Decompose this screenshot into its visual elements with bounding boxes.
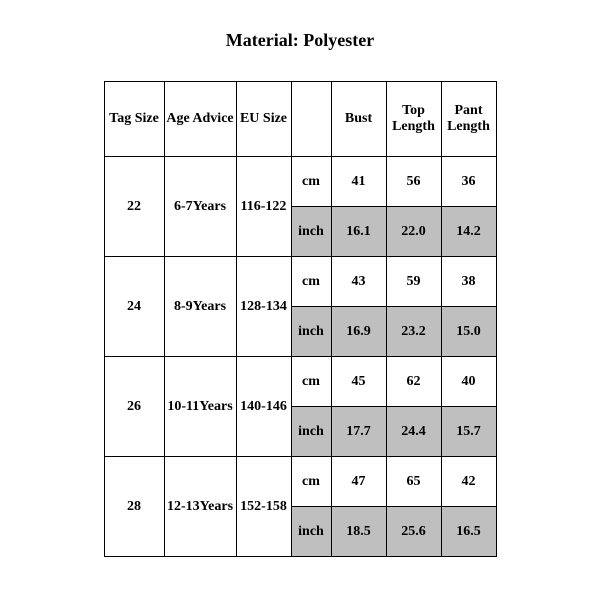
cell-unit-cm: cm bbox=[291, 157, 331, 207]
cell-bust-cm: 47 bbox=[331, 457, 386, 507]
cell-bust-inch: 17.7 bbox=[331, 407, 386, 457]
header-row: Tag Size Age Advice EU Size Bust Top Len… bbox=[104, 82, 496, 157]
cell-unit-inch: inch bbox=[291, 407, 331, 457]
cell-age-advice: 12-13Years bbox=[164, 457, 236, 557]
cell-pant-cm: 40 bbox=[441, 357, 496, 407]
cell-tag-size: 24 bbox=[104, 257, 164, 357]
cell-top-inch: 25.6 bbox=[386, 507, 441, 557]
col-tag-size: Tag Size bbox=[104, 82, 164, 157]
col-unit bbox=[291, 82, 331, 157]
cell-bust-inch: 18.5 bbox=[331, 507, 386, 557]
cell-top-inch: 22.0 bbox=[386, 207, 441, 257]
cell-eu-size: 116-122 bbox=[236, 157, 291, 257]
page: Material: Polyester Tag Size Age Advice … bbox=[0, 0, 600, 600]
cell-bust-cm: 43 bbox=[331, 257, 386, 307]
cell-eu-size: 140-146 bbox=[236, 357, 291, 457]
cell-eu-size: 128-134 bbox=[236, 257, 291, 357]
cell-top-inch: 24.4 bbox=[386, 407, 441, 457]
cell-bust-inch: 16.9 bbox=[331, 307, 386, 357]
cell-eu-size: 152-158 bbox=[236, 457, 291, 557]
cell-age-advice: 10-11Years bbox=[164, 357, 236, 457]
table-row: 248-9Years128-134cm435938 bbox=[104, 257, 496, 307]
cell-top-cm: 65 bbox=[386, 457, 441, 507]
cell-unit-cm: cm bbox=[291, 257, 331, 307]
table-head: Tag Size Age Advice EU Size Bust Top Len… bbox=[104, 82, 496, 157]
size-table: Tag Size Age Advice EU Size Bust Top Len… bbox=[104, 81, 497, 557]
cell-tag-size: 26 bbox=[104, 357, 164, 457]
cell-pant-inch: 15.7 bbox=[441, 407, 496, 457]
col-pant-length: Pant Length bbox=[441, 82, 496, 157]
table-row: 226-7Years116-122cm415636 bbox=[104, 157, 496, 207]
cell-pant-cm: 42 bbox=[441, 457, 496, 507]
cell-pant-cm: 38 bbox=[441, 257, 496, 307]
cell-unit-cm: cm bbox=[291, 457, 331, 507]
cell-top-cm: 56 bbox=[386, 157, 441, 207]
table-row: 2610-11Years140-146cm456240 bbox=[104, 357, 496, 407]
table-row: 2812-13Years152-158cm476542 bbox=[104, 457, 496, 507]
cell-unit-inch: inch bbox=[291, 507, 331, 557]
cell-pant-inch: 15.0 bbox=[441, 307, 496, 357]
cell-top-cm: 62 bbox=[386, 357, 441, 407]
cell-top-cm: 59 bbox=[386, 257, 441, 307]
table-body: 226-7Years116-122cm415636inch16.122.014.… bbox=[104, 157, 496, 557]
cell-tag-size: 22 bbox=[104, 157, 164, 257]
cell-unit-inch: inch bbox=[291, 307, 331, 357]
col-eu-size: EU Size bbox=[236, 82, 291, 157]
col-age-advice: Age Advice bbox=[164, 82, 236, 157]
cell-bust-inch: 16.1 bbox=[331, 207, 386, 257]
cell-bust-cm: 45 bbox=[331, 357, 386, 407]
page-title: Material: Polyester bbox=[0, 30, 600, 51]
col-top-length: Top Length bbox=[386, 82, 441, 157]
cell-top-inch: 23.2 bbox=[386, 307, 441, 357]
cell-pant-inch: 14.2 bbox=[441, 207, 496, 257]
cell-unit-cm: cm bbox=[291, 357, 331, 407]
cell-age-advice: 8-9Years bbox=[164, 257, 236, 357]
cell-tag-size: 28 bbox=[104, 457, 164, 557]
cell-age-advice: 6-7Years bbox=[164, 157, 236, 257]
cell-bust-cm: 41 bbox=[331, 157, 386, 207]
size-table-wrap: Tag Size Age Advice EU Size Bust Top Len… bbox=[0, 81, 600, 557]
col-bust: Bust bbox=[331, 82, 386, 157]
cell-pant-inch: 16.5 bbox=[441, 507, 496, 557]
cell-unit-inch: inch bbox=[291, 207, 331, 257]
cell-pant-cm: 36 bbox=[441, 157, 496, 207]
